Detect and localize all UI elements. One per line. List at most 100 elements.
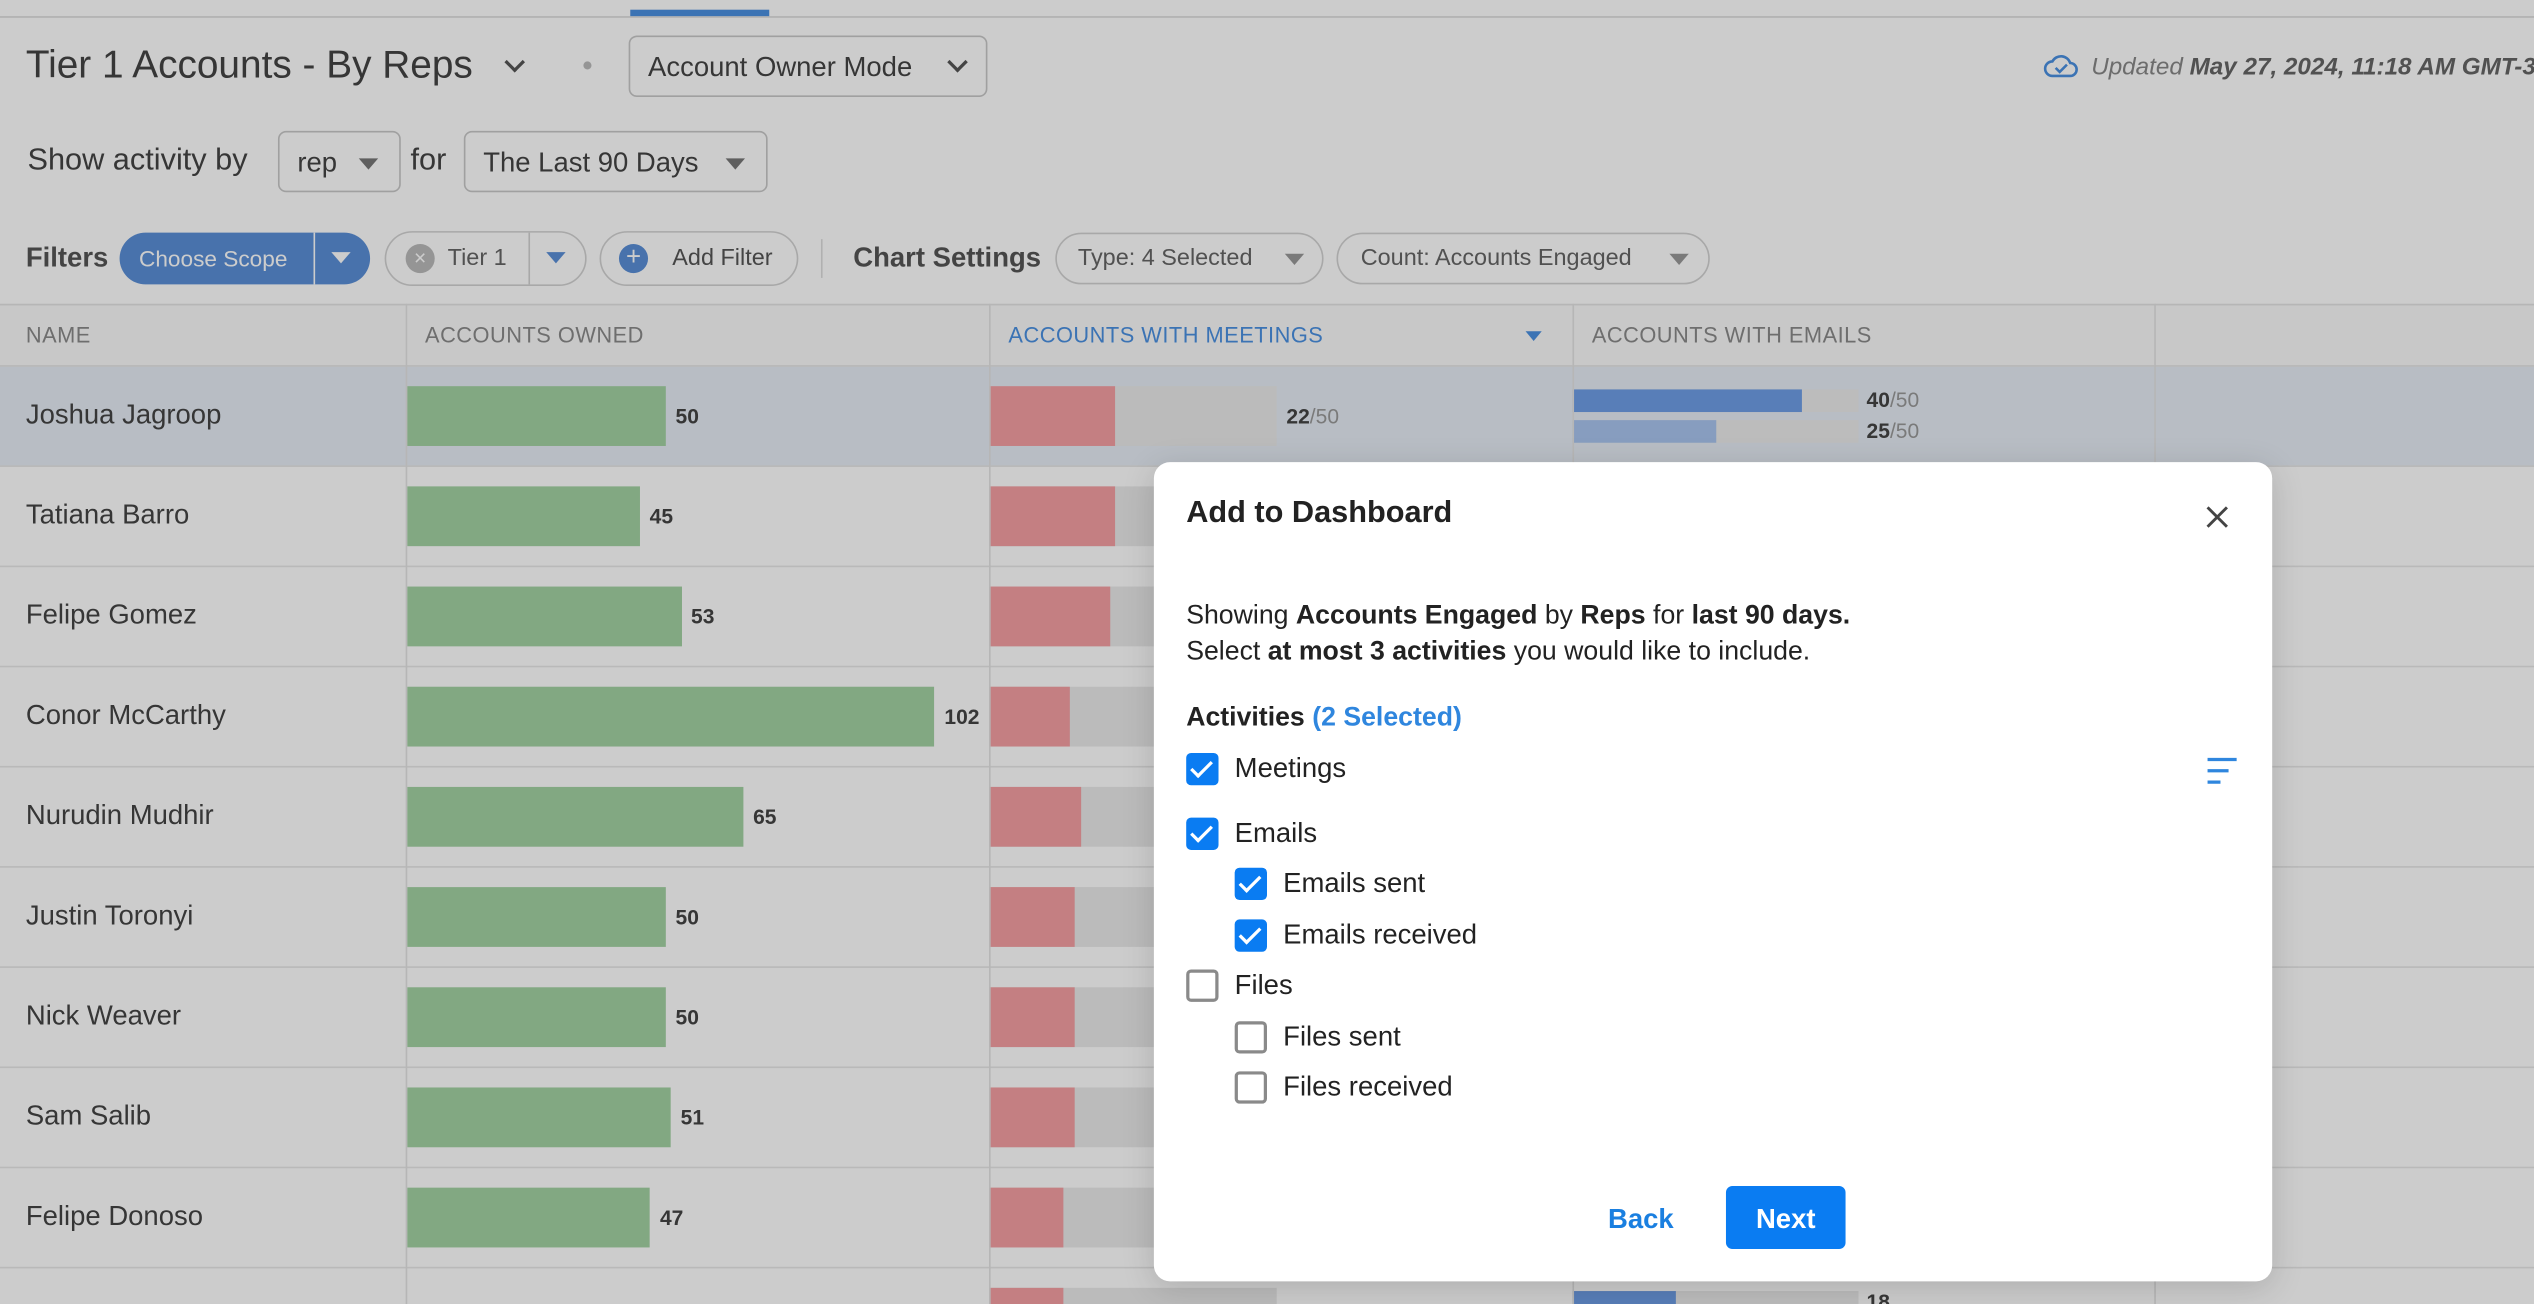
- emails-value: 40/50: [1866, 387, 1920, 413]
- table-row[interactable]: 18: [0, 1268, 2534, 1304]
- count: 40: [1866, 387, 1890, 413]
- checkbox[interactable]: [1234, 1021, 1267, 1054]
- scope-button[interactable]: Choose Scope: [119, 232, 371, 285]
- owned-bar: [407, 1087, 671, 1148]
- owned-value: 65: [753, 804, 777, 829]
- owned-value: 47: [659, 1205, 684, 1230]
- next-label: Next: [1755, 1203, 1816, 1235]
- checkbox[interactable]: [1234, 867, 1267, 901]
- bold-text: Accounts Engaged: [1295, 601, 1538, 631]
- text: you would like to include.: [1506, 636, 1811, 666]
- mode-dropdown[interactable]: Account Owner Mode: [628, 35, 988, 97]
- selected-count: (2 Selected): [1312, 702, 1462, 732]
- checkbox[interactable]: [1234, 919, 1267, 952]
- checkbox[interactable]: [1186, 752, 1219, 786]
- owned-bar: [407, 686, 935, 747]
- caret: [1284, 253, 1305, 266]
- activities-heading: Activities (2 Selected): [1186, 703, 1462, 734]
- owned-value: 51: [680, 1105, 705, 1130]
- bold-text: last 90 days.: [1691, 601, 1851, 631]
- divider: [820, 239, 823, 278]
- description-line: Showing Accounts Engaged by Reps for las…: [1186, 601, 1850, 632]
- sort-caret[interactable]: [1525, 331, 1542, 341]
- by-dropdown[interactable]: rep: [277, 130, 401, 193]
- meetings-bar: [989, 887, 1076, 947]
- activities-label: Activities: [1186, 702, 1305, 732]
- back-button[interactable]: Back: [1607, 1203, 1674, 1235]
- checkbox[interactable]: [1234, 1071, 1267, 1104]
- period-value: The Last 90 Days: [483, 147, 699, 178]
- text: Showing: [1186, 601, 1296, 631]
- mode-label: Account Owner Mode: [648, 51, 913, 83]
- column-header[interactable]: ACCOUNTS WITH MEETINGS: [1008, 323, 1324, 348]
- text: for: [1645, 601, 1692, 631]
- checkbox-label[interactable]: Files: [1234, 969, 1293, 1001]
- owned-value: 53: [691, 604, 715, 629]
- updated-text: Updated May 27, 2024, 11:18 AM GMT-3: [2091, 53, 2534, 80]
- caret: [331, 252, 351, 264]
- column-header[interactable]: NAME: [25, 323, 91, 348]
- checkbox[interactable]: [1186, 817, 1219, 850]
- add-filter[interactable]: + Add Filter: [599, 231, 799, 287]
- meetings-bar: [989, 1287, 1064, 1304]
- rep-name: Joshua Jagroop: [25, 399, 222, 430]
- table-row[interactable]: Nurudin Mudhir 65: [0, 768, 2534, 868]
- owned-value: 50: [675, 1005, 699, 1030]
- owned-bar: [407, 486, 640, 547]
- bold-text: at most 3 activities: [1267, 636, 1507, 666]
- table-row[interactable]: Joshua Jagroop 50 22/50 40/50 25/50: [0, 366, 2534, 467]
- rep-name: Nick Weaver: [25, 1000, 182, 1031]
- next-button[interactable]: Next: [1725, 1186, 1846, 1250]
- updated-prefix: Updated: [2091, 53, 2183, 81]
- rep-name: Conor McCarthy: [25, 699, 226, 731]
- close-button[interactable]: [2206, 506, 2229, 529]
- owned-value: 45: [649, 504, 674, 529]
- modal-title: Add to Dashboard: [1186, 496, 1453, 531]
- owned-value: 50: [675, 403, 699, 429]
- divider: [313, 232, 316, 285]
- cloud-icon: [2043, 55, 2078, 78]
- divider: [528, 232, 531, 285]
- checkbox-label[interactable]: Files sent: [1283, 1021, 1401, 1052]
- plus-icon: +: [618, 243, 649, 274]
- rep-name: Nurudin Mudhir: [25, 799, 214, 831]
- owned-bar: [407, 786, 744, 847]
- meetings-bar: [989, 987, 1076, 1048]
- owned-bar: [407, 987, 666, 1048]
- count: 25: [1866, 418, 1890, 443]
- chart-settings-label: Chart Settings: [853, 242, 1042, 274]
- sort-icon[interactable]: [2206, 756, 2238, 785]
- tier-filter[interactable]: × Tier 1: [384, 231, 587, 287]
- checkbox[interactable]: [1186, 969, 1219, 1002]
- updated-time: May 27, 2024, 11:18 AM GMT-3: [2189, 53, 2534, 81]
- caret: [725, 158, 746, 170]
- add-filter-label: Add Filter: [672, 245, 773, 272]
- filters-label: Filters: [25, 242, 109, 274]
- checkbox-label[interactable]: Files received: [1283, 1071, 1453, 1103]
- bold-text: Reps: [1580, 601, 1646, 631]
- emails-value: 25/50: [1866, 418, 1920, 443]
- meetings-bar: [989, 486, 1116, 547]
- tier-label: Tier 1: [447, 245, 507, 272]
- report-title[interactable]: Tier 1 Accounts - By Reps: [25, 43, 473, 88]
- remove-icon[interactable]: ×: [405, 243, 435, 274]
- owned-bar: [407, 586, 682, 647]
- text: by: [1537, 601, 1581, 631]
- type-label: Type: 4 Selected: [1077, 245, 1253, 272]
- description-line: Select at most 3 activities you would li…: [1186, 637, 1810, 668]
- column-header[interactable]: ACCOUNTS OWNED: [425, 323, 644, 348]
- separator-dot: [583, 61, 592, 70]
- owned-value: 50: [675, 904, 699, 930]
- for-label: for: [410, 143, 447, 178]
- column-header[interactable]: ACCOUNTS WITH EMAILS: [1591, 323, 1872, 348]
- checkbox-label[interactable]: Emails received: [1283, 919, 1478, 951]
- count-dropdown[interactable]: Count: Accounts Engaged: [1336, 232, 1710, 285]
- checkbox-label[interactable]: Emails: [1234, 817, 1318, 849]
- owned-value: 102: [944, 704, 980, 729]
- meetings-bar: [989, 1087, 1076, 1148]
- checkbox-label[interactable]: Meetings: [1234, 752, 1347, 784]
- period-dropdown[interactable]: The Last 90 Days: [463, 130, 768, 193]
- emails-bar: [1572, 420, 1716, 443]
- checkbox-label[interactable]: Emails sent: [1283, 867, 1426, 899]
- type-dropdown[interactable]: Type: 4 Selected: [1055, 232, 1324, 285]
